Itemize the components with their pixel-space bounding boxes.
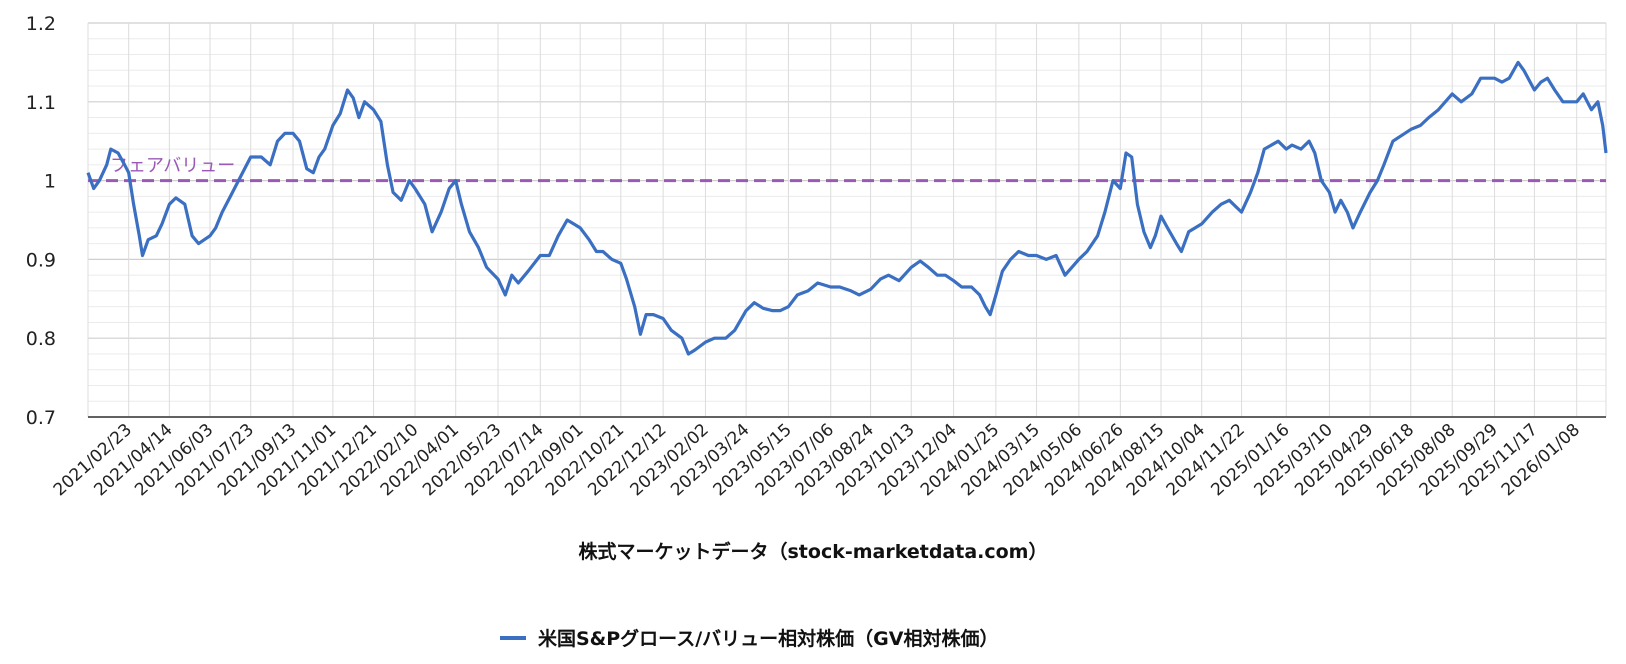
x-axis-ticks: 2021/02/232021/04/142021/06/032021/07/23… bbox=[50, 420, 1584, 500]
legend-label: 米国S&Pグロース/バリュー相対株価（GV相対株価） bbox=[538, 627, 998, 650]
y-tick-label: 0.8 bbox=[26, 328, 56, 350]
y-tick-label: 1 bbox=[44, 171, 56, 193]
fair-value-reference: フェアバリュー bbox=[88, 156, 1606, 183]
series-group bbox=[86, 60, 1608, 356]
series-line bbox=[86, 60, 1608, 356]
grid-lines bbox=[87, 22, 1607, 418]
y-tick-label: 1.2 bbox=[26, 13, 56, 35]
y-tick-label: 1.1 bbox=[26, 92, 56, 114]
y-tick-label: 0.9 bbox=[26, 249, 56, 271]
y-tick-label: 0.7 bbox=[26, 407, 56, 429]
x-axis-label: 株式マーケットデータ（stock-marketdata.com） bbox=[579, 540, 1048, 563]
y-axis-ticks: 0.7 0.8 0.9 1 1.1 1.2 bbox=[26, 13, 56, 429]
legend: 米国S&Pグロース/バリュー相対株価（GV相対株価） bbox=[500, 627, 998, 650]
fair-value-label: フェアバリュー bbox=[110, 156, 235, 177]
